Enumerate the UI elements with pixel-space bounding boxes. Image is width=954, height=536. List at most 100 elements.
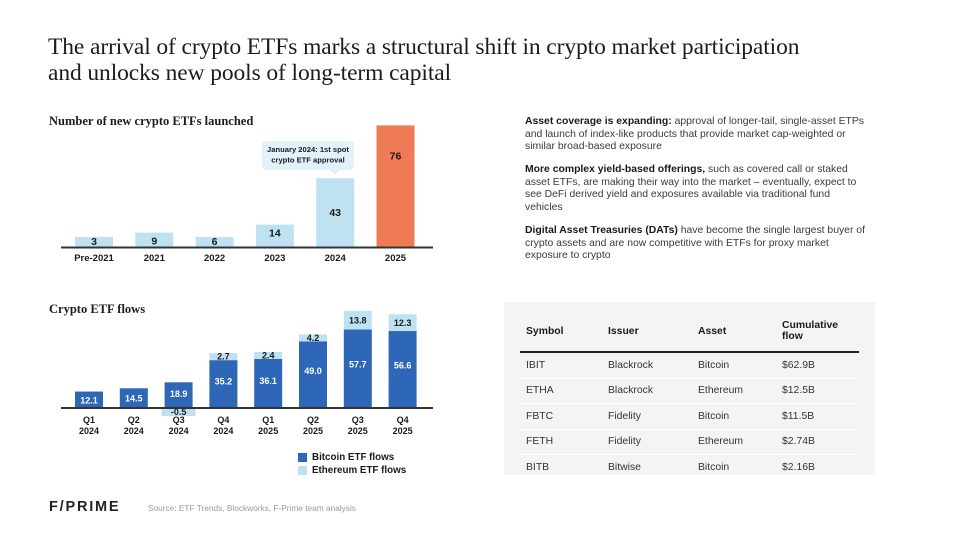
- btc-bar: [209, 360, 238, 408]
- eth-bar: [209, 353, 238, 361]
- cell-asset: Ethereum: [692, 429, 776, 455]
- btc-value-label: 14.5: [125, 394, 143, 404]
- launch-bar-2023: [255, 224, 294, 247]
- eth-value-label: -0.5: [171, 407, 187, 417]
- key-point-text: such as covered call or staked asset ETF…: [525, 164, 857, 214]
- eth-bar: [343, 310, 372, 330]
- launch-category-label: 2022: [204, 253, 225, 264]
- flow-year-label: 2024: [213, 426, 233, 436]
- header-symbol: Symbol: [520, 314, 602, 353]
- table-row: ETHA Blackrock Ethereum $12.5B: [520, 378, 859, 404]
- cell-symbol: FETH: [520, 429, 602, 455]
- etf-flows-table: Symbol Issuer Asset Cumulative flow IBIT…: [520, 314, 859, 480]
- fprime-logo: F/PRIME: [49, 499, 121, 515]
- btc-bar: [119, 388, 148, 408]
- flow-year-label: 2025: [348, 426, 368, 436]
- cell-issuer: Fidelity: [602, 403, 692, 430]
- cell-flow: $62.9B: [776, 352, 859, 379]
- annotation-callout: [262, 141, 354, 170]
- eth-value-label: 4.2: [307, 333, 320, 343]
- header-asset: Asset: [692, 314, 776, 353]
- launch-bar-2022: [195, 237, 234, 247]
- header-issuer: Issuer: [602, 314, 692, 353]
- launch-value-label: 3: [91, 236, 97, 248]
- cell-asset: Bitcoin: [692, 403, 776, 430]
- legend-item-bitcoin: Bitcoin ETF flows: [298, 451, 406, 464]
- annotation-text: crypto ETF approval: [271, 156, 344, 165]
- key-point-text: approval of longer-tail, single-asset ET…: [525, 116, 865, 153]
- launch-category-label: 2024: [325, 253, 347, 264]
- eth-value-label: 13.8: [349, 316, 367, 326]
- flow-year-label: 2024: [79, 426, 99, 436]
- key-point: Digital Asset Treasuries (DATs) have bec…: [525, 225, 865, 263]
- annotation-text: January 2024: 1st spot: [267, 145, 349, 154]
- flow-quarter-label: Q2: [307, 415, 319, 425]
- cell-issuer: Fidelity: [602, 429, 692, 455]
- launch-bar-2025: [376, 125, 415, 247]
- btc-value-label: 57.7: [349, 360, 367, 370]
- annotation-pointer: [330, 170, 341, 175]
- cell-flow: $2.74B: [776, 429, 859, 455]
- launch-category-label: 2025: [385, 253, 407, 264]
- launch-value-label: 14: [269, 228, 281, 240]
- launch-value-label: 76: [390, 150, 402, 162]
- launch-value-label: 9: [151, 236, 157, 248]
- key-point: More complex yield-based offerings, such…: [525, 164, 865, 214]
- legend-item-ethereum: Ethereum ETF flows: [298, 464, 406, 477]
- eth-bar: [388, 314, 417, 332]
- flow-quarter-label: Q3: [352, 415, 364, 425]
- cell-symbol: FBTC: [520, 403, 602, 430]
- cell-flow: $11.5B: [776, 403, 859, 430]
- flow-quarter-label: Q1: [83, 415, 95, 425]
- eth-bar-negative: [161, 408, 196, 416]
- key-point-heading: Asset coverage is expanding:: [525, 116, 672, 127]
- flow-year-label: 2024: [169, 426, 189, 436]
- key-points: Asset coverage is expanding: approval of…: [525, 116, 865, 273]
- cell-symbol: BITB: [526, 461, 550, 473]
- cell-asset: Bitcoin: [692, 352, 776, 379]
- flow-quarter-label: Q2: [128, 415, 140, 425]
- table-row: FBTC Fidelity Bitcoin $11.5B: [520, 403, 859, 430]
- cell-symbol: ETHA: [520, 378, 602, 404]
- legend-swatch-bitcoin: [298, 453, 307, 462]
- launch-bar-2021: [135, 232, 174, 247]
- etf-table-panel: Symbol Issuer Asset Cumulative flow IBIT…: [504, 302, 875, 475]
- cell-symbol: IBIT: [520, 352, 602, 379]
- cell-asset: Ethereum: [692, 378, 776, 404]
- flow-year-label: 2025: [393, 426, 413, 436]
- btc-bar: [75, 391, 103, 408]
- btc-value-label: 36.1: [259, 376, 277, 386]
- legend-label-ethereum: Ethereum ETF flows: [312, 465, 407, 476]
- key-point: Asset coverage is expanding: approval of…: [525, 116, 865, 154]
- eth-value-label: 12.3: [394, 318, 412, 328]
- eth-bar: [299, 334, 327, 342]
- cell-issuer: Blackrock: [602, 352, 692, 379]
- header-cumulative-flow: Cumulative flow: [776, 314, 859, 353]
- flow-quarter-label: Q4: [397, 415, 409, 425]
- flow-quarter-label: Q3: [173, 415, 185, 425]
- table-header-row: Symbol Issuer Asset Cumulative flow: [520, 314, 859, 353]
- btc-bar: [254, 358, 283, 408]
- page-title: The arrival of crypto ETFs marks a struc…: [48, 34, 800, 86]
- eth-value-label: 2.4: [262, 350, 275, 360]
- launch-bar-2024: [316, 178, 355, 247]
- btc-value-label: 18.9: [170, 389, 188, 399]
- btc-bar: [388, 331, 417, 408]
- flows-legend: Bitcoin ETF flows Ethereum ETF flows: [298, 451, 406, 477]
- btc-value-label: 49.0: [304, 366, 322, 376]
- table-row: BITB Bitwise Bitcoin $2.16B: [520, 455, 859, 480]
- btc-bar: [164, 382, 193, 408]
- table-row: IBIT Blackrock Bitcoin $62.9B: [520, 352, 859, 379]
- cell-flow: $12.5B: [776, 378, 859, 404]
- btc-value-label: 12.1: [80, 395, 98, 405]
- key-point-text: have become the single largest buyer of …: [525, 225, 865, 262]
- launch-category-label: 2023: [264, 253, 285, 264]
- btc-bar: [299, 341, 327, 408]
- cell-flow: $2.16B: [782, 461, 815, 473]
- launch-category-label: Pre-2021: [74, 253, 114, 264]
- cell-asset: Bitcoin: [698, 461, 730, 473]
- key-point-heading: Digital Asset Treasuries (DATs): [525, 225, 678, 237]
- table-row: FETH Fidelity Ethereum $2.74B: [520, 429, 859, 455]
- launch-category-label: 2021: [144, 253, 166, 264]
